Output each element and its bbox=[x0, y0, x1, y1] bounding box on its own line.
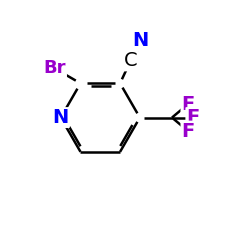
Text: F: F bbox=[182, 122, 195, 141]
Text: Br: Br bbox=[44, 60, 66, 78]
Text: F: F bbox=[186, 108, 200, 127]
Text: C: C bbox=[124, 52, 137, 70]
Text: N: N bbox=[132, 31, 148, 50]
Text: F: F bbox=[182, 94, 195, 114]
Text: N: N bbox=[52, 108, 69, 127]
